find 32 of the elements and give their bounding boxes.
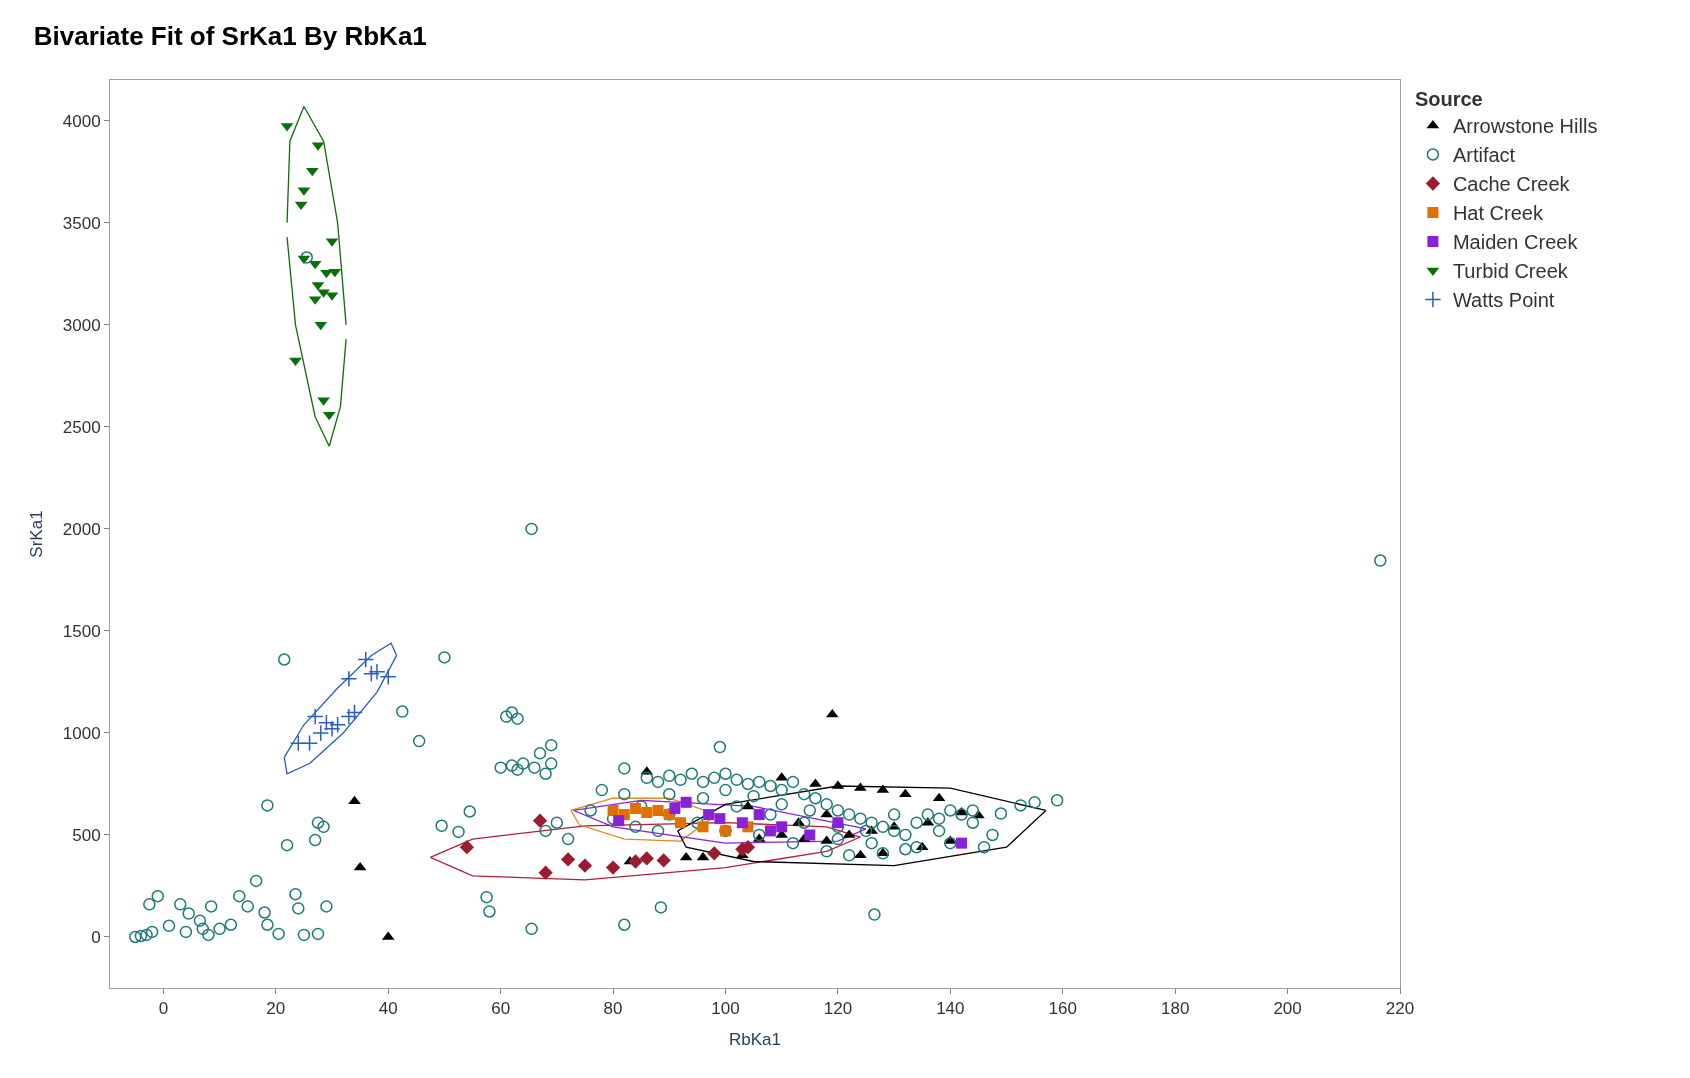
x-tick-label: 60 bbox=[491, 999, 511, 1019]
y-tick-label: 0 bbox=[91, 927, 101, 947]
legend-label: Watts Point bbox=[1452, 289, 1555, 312]
legend-title: Source bbox=[1414, 88, 1483, 110]
x-tick-label: 20 bbox=[266, 999, 286, 1019]
x-tick-label: 100 bbox=[711, 999, 740, 1019]
x-tick-label: 0 bbox=[158, 999, 169, 1019]
x-tick-label: 160 bbox=[1048, 999, 1077, 1019]
y-tick-label: 1000 bbox=[62, 723, 101, 743]
legend-label: Turbid Creek bbox=[1452, 260, 1569, 283]
legend-label: Artifact bbox=[1452, 144, 1516, 167]
x-tick-label: 120 bbox=[823, 999, 853, 1019]
x-tick-label: 220 bbox=[1385, 999, 1415, 1019]
chart-title: Bivariate Fit of SrKa1 By RbKa1 bbox=[33, 21, 427, 52]
x-axis-title: RbKa1 bbox=[729, 1029, 781, 1049]
x-tick-label: 40 bbox=[378, 999, 398, 1019]
y-tick-label: 1500 bbox=[62, 621, 101, 641]
legend-label: Cache Creek bbox=[1452, 173, 1571, 196]
legend-label: Maiden Creek bbox=[1452, 231, 1579, 254]
y-tick-label: 3500 bbox=[62, 213, 101, 233]
legend-label: Arrowstone Hills bbox=[1452, 115, 1598, 138]
x-tick-label: 200 bbox=[1273, 999, 1302, 1019]
y-tick-label: 3000 bbox=[62, 315, 101, 335]
y-tick-label: 4000 bbox=[62, 111, 101, 131]
x-tick-label: 80 bbox=[603, 999, 623, 1019]
y-tick-label: 2000 bbox=[62, 519, 101, 539]
x-tick-label: 180 bbox=[1160, 999, 1190, 1019]
y-axis-title: SrKa1 bbox=[27, 510, 47, 558]
x-tick-label: 140 bbox=[936, 999, 965, 1019]
y-tick-label: 500 bbox=[72, 825, 101, 845]
y-tick-label: 2500 bbox=[62, 417, 101, 437]
legend-label: Hat Creek bbox=[1452, 202, 1544, 225]
